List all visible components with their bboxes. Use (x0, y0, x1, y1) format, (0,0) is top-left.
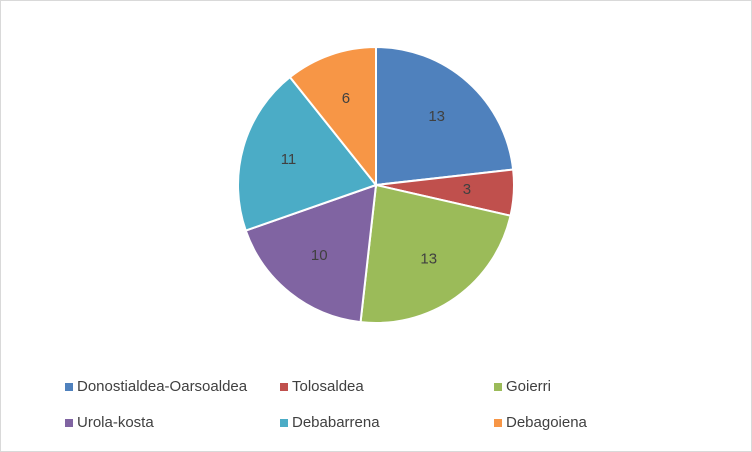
legend-label: Debagoiena (506, 414, 588, 431)
data-label: 10 (311, 247, 328, 264)
legend-swatch (494, 419, 502, 427)
pie-slice (237, 75, 378, 232)
pie-slice (359, 183, 512, 324)
legend-swatch (65, 419, 73, 427)
legend-label: Goierri (506, 378, 551, 395)
data-label: 6 (342, 90, 350, 107)
legend-swatch (280, 419, 288, 427)
legend-label: Urola-kosta (77, 414, 154, 431)
data-label: 3 (463, 181, 471, 198)
data-label: 11 (281, 151, 297, 168)
pie-slice (288, 45, 377, 188)
legend-swatch (494, 383, 502, 391)
legend-swatch (280, 383, 288, 391)
data-label: 13 (428, 108, 445, 125)
pie-slice (375, 45, 515, 187)
legend-label: Tolosaldea (292, 378, 364, 395)
legend-swatch (65, 383, 73, 391)
data-label: 13 (420, 250, 437, 267)
legend-label: Debabarrena (292, 414, 380, 431)
legend-label: Donostialdea-Oarsoaldea (77, 378, 248, 395)
